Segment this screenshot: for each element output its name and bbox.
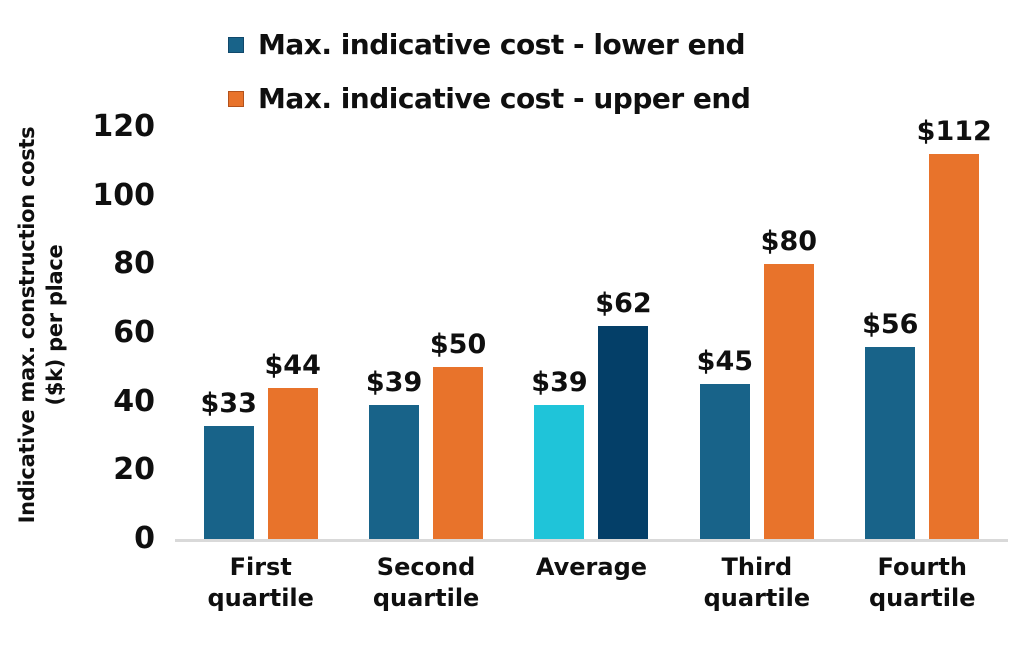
bar-data-label: $62: [595, 288, 652, 319]
x-axis-category-label: Average: [535, 553, 648, 581]
bar-group: $33 $44: [201, 350, 321, 539]
bar-wrap: $39: [531, 367, 588, 539]
legend-item: Max. indicative cost - upper end: [228, 82, 751, 115]
bar-data-label: $80: [760, 226, 818, 257]
bar: [267, 388, 318, 539]
bar-group: $56 $112: [862, 116, 992, 539]
bar-data-label: $39: [365, 367, 423, 398]
y-axis-title-line1: Indicative max. construction costs: [15, 126, 39, 524]
y-axis-tick-label: 40: [113, 383, 155, 419]
bar: [203, 426, 254, 539]
bar-wrap: $39: [366, 367, 422, 539]
legend-label: Max. indicative cost - upper end: [258, 82, 751, 115]
bar: [598, 326, 649, 539]
legend: Max. indicative cost - lower end Max. ind…: [228, 28, 751, 136]
y-axis-tick-label: 0: [134, 521, 155, 556]
bar-wrap: $56: [862, 309, 918, 539]
x-axis-line: [175, 539, 1008, 542]
bar-wrap: $50: [430, 329, 486, 539]
bar-data-label: $39: [531, 367, 588, 398]
x-axis-category-label: Third quartile: [703, 553, 811, 612]
bar-data-label: $50: [429, 329, 487, 360]
plot-area: $33 $44 $39 $50 $39 $62 $45 $80 $56 $112: [178, 116, 1005, 539]
y-axis-tick-label: 60: [113, 315, 155, 350]
bar-data-label: $112: [916, 116, 992, 147]
y-axis-tick-label: 80: [113, 246, 155, 282]
bar-wrap: $62: [595, 288, 652, 539]
bar: [763, 264, 814, 539]
x-axis-category-labels: First quartile Second quartile Average Thir…: [178, 552, 1005, 614]
bar-data-label: $44: [264, 350, 321, 381]
bar: [865, 347, 916, 539]
bar: [369, 405, 420, 539]
bar-group: $39 $62: [531, 288, 652, 539]
bar: [534, 405, 585, 539]
legend-label: Max. indicative cost - lower end: [258, 28, 746, 61]
x-axis-category-label: Second quartile: [372, 553, 480, 612]
bar: [699, 384, 750, 539]
x-axis-category-label: Fourth quartile: [869, 553, 976, 612]
bars-row: $33 $44 $39 $50 $39 $62 $45 $80 $56 $112: [178, 116, 1005, 539]
bar-group: $39 $50: [366, 329, 486, 539]
legend-swatch-icon: [228, 90, 244, 107]
bar: [929, 154, 980, 539]
y-axis-tick-label: 120: [92, 109, 155, 144]
bar-wrap: $45: [697, 346, 753, 539]
x-axis-category-label: First quartile: [207, 553, 314, 612]
y-axis-tick-label: 100: [92, 177, 155, 213]
bar-wrap: $33: [201, 388, 257, 539]
y-axis-tick-label: 20: [113, 452, 155, 488]
legend-item: Max. indicative cost - lower end: [228, 28, 750, 61]
bar-data-label: $45: [696, 346, 754, 377]
bar-group: $45 $80: [697, 226, 817, 539]
bar-wrap: $44: [265, 350, 321, 539]
bar-wrap: $80: [761, 226, 817, 539]
legend-swatch-icon: [228, 36, 244, 53]
bar-data-label: $56: [862, 309, 919, 340]
bar-wrap: $112: [917, 116, 992, 539]
bar: [433, 367, 484, 539]
bar-data-label: $33: [200, 388, 257, 419]
